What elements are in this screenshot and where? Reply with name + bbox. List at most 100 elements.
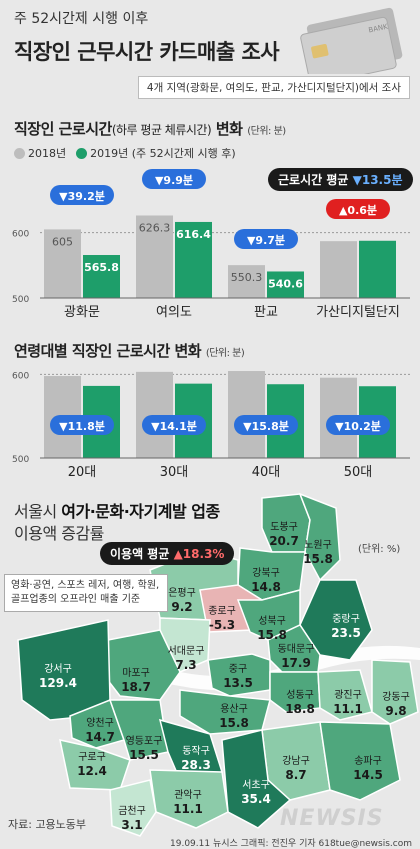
- source: 자료: 고용노동부: [8, 818, 87, 831]
- map-unit: (단위: %): [358, 544, 401, 555]
- bar-2018: [228, 265, 265, 298]
- legend-2019: 2019년 (주 52시간제 시행 후): [76, 145, 236, 161]
- legend: 2018년 2019년 (주 52시간제 시행 후): [14, 145, 236, 161]
- category-label: 광화문: [64, 305, 100, 320]
- district-value: 20.7: [269, 534, 299, 548]
- district-value: 28.3: [181, 758, 211, 772]
- district-value: -5.3: [208, 618, 236, 632]
- han-river: [30, 645, 420, 694]
- change-badge: [234, 415, 298, 435]
- bar-2019: [175, 221, 212, 298]
- category-label: 30대: [160, 465, 189, 480]
- district-label: 송파구 14.5: [338, 756, 398, 782]
- legend-2018-swatch: [14, 147, 25, 159]
- change-label: ▼9.7분: [247, 234, 285, 247]
- district-name: 강북구: [252, 568, 280, 579]
- value-label-2019: 616.4: [176, 228, 211, 241]
- district-value: 14.8: [251, 580, 281, 594]
- bar-2018: [136, 371, 173, 458]
- change-badge: [142, 415, 206, 435]
- change-label: ▼10.2분: [335, 420, 381, 433]
- change-label: ▼15.8분: [243, 420, 289, 433]
- district-value: 15.8: [303, 552, 333, 566]
- district-value: 11.1: [173, 802, 203, 816]
- district-value: 23.5: [331, 626, 361, 640]
- district-label: 은평구 9.2: [152, 588, 212, 614]
- district-name: 영등포구: [125, 736, 163, 747]
- seoul-map: [17, 492, 420, 837]
- district-value: 14.5: [353, 768, 383, 782]
- district-label: 도봉구 20.7: [254, 522, 314, 548]
- age-work-time-chart: 600 500 ▼11.8분 20대 ▼14.1분 30대 ▼15.8분 40대 ▼10.2분 5…: [12, 371, 410, 480]
- district-value: 8.7: [285, 768, 307, 782]
- district-name: 용산구: [220, 704, 248, 715]
- district-value: 35.4: [241, 792, 271, 806]
- section2-title: 연령대별 직장인 근로시간 변화 (단위: 분): [14, 342, 245, 360]
- district-label: 동대문구 17.9: [266, 644, 326, 670]
- bar-2018: [136, 215, 173, 298]
- district-label: 성북구 15.8: [242, 616, 302, 642]
- change-badge: [326, 415, 390, 435]
- district-value: 9.2: [171, 600, 193, 614]
- district-gwangjin: [317, 669, 373, 721]
- district-songpa: [319, 721, 401, 801]
- value-label-2018: 626.3: [139, 221, 171, 234]
- svg-text:BANK: BANK: [368, 23, 389, 35]
- district-name: 은평구: [168, 588, 196, 599]
- district-label: 금천구 3.1: [102, 806, 162, 832]
- district-label: 중랑구 23.5: [316, 614, 376, 640]
- district-value: 18.8: [285, 702, 315, 716]
- district-yangcheon: [69, 699, 125, 749]
- district-label: 서초구 35.4: [226, 780, 286, 806]
- district-name: 강남구: [282, 756, 310, 767]
- district-name: 마포구: [122, 668, 150, 679]
- category-label: 20대: [68, 465, 97, 480]
- district-value: 9.8: [385, 704, 407, 718]
- region-note: 4개 지역(광화문, 여의도, 판교, 가산디지털단지)에서 조사: [137, 76, 410, 99]
- district-geumcheon: [109, 779, 157, 837]
- value-label-2019: 540.6: [268, 277, 303, 290]
- category-label: 여의도: [156, 305, 192, 320]
- district-label: 구로구 12.4: [62, 752, 122, 778]
- district-value: 14.7: [85, 730, 115, 744]
- district-label: 강북구 14.8: [236, 568, 296, 594]
- change-label: ▲0.6분: [339, 204, 377, 217]
- district-label: 용산구 15.8: [204, 704, 264, 730]
- district-label: 중구 13.5: [208, 664, 268, 690]
- district-name: 도봉구: [270, 522, 298, 533]
- district-value: 15.8: [257, 628, 287, 642]
- value-label-2019: 565.8: [84, 261, 119, 274]
- change-label: ▼14.1분: [151, 420, 197, 433]
- change-badge: [234, 229, 298, 249]
- bar-2018: [44, 229, 81, 298]
- district-value: 129.4: [39, 676, 77, 690]
- y-tick-label: 500: [12, 295, 29, 305]
- district-name: 구로구: [78, 752, 106, 763]
- page-title: 직장인 근무시간 카드매출 조사: [14, 40, 280, 64]
- category-label: 50대: [344, 465, 373, 480]
- section3-title: 서울시 여가·문화·자기계발 업종: [14, 502, 220, 521]
- district-label: 마포구 18.7: [106, 668, 166, 694]
- district-value: 13.5: [223, 676, 253, 690]
- watermark-logo: NEWSIS: [280, 806, 384, 831]
- value-label-2018: 605: [52, 235, 73, 248]
- change-badge: [50, 415, 114, 435]
- header: BANK 주 52시간제 시행 이후 직장인 근무시간 카드매출 조사 4개 지…: [0, 0, 420, 112]
- district-guro: [59, 739, 131, 791]
- bar-2019: [83, 255, 120, 298]
- change-label: ▼11.8분: [59, 420, 105, 433]
- district-value: 11.1: [333, 702, 363, 716]
- credit: 19.09.11 뉴시스 그래픽: 전진우 기자 618tue@newsis.c…: [170, 839, 413, 849]
- value-label-2018: 550.3: [231, 271, 263, 284]
- district-name: 관악구: [174, 790, 202, 801]
- avg-work-time-badge: 근로시간 평균 ▼13.5분: [268, 168, 413, 191]
- district-name: 금천구: [118, 806, 146, 817]
- bar-2018: [228, 371, 265, 458]
- district-name: 서대문구: [167, 646, 205, 657]
- map-note: 영화·공연, 스포츠 레저, 여행, 학원, 골프업종의 오프라인 매출 기준: [4, 574, 168, 612]
- district-name: 양천구: [86, 718, 114, 729]
- district-name: 중구: [228, 664, 248, 675]
- district-name: 종로구: [208, 606, 236, 617]
- district-value: 18.7: [121, 680, 151, 694]
